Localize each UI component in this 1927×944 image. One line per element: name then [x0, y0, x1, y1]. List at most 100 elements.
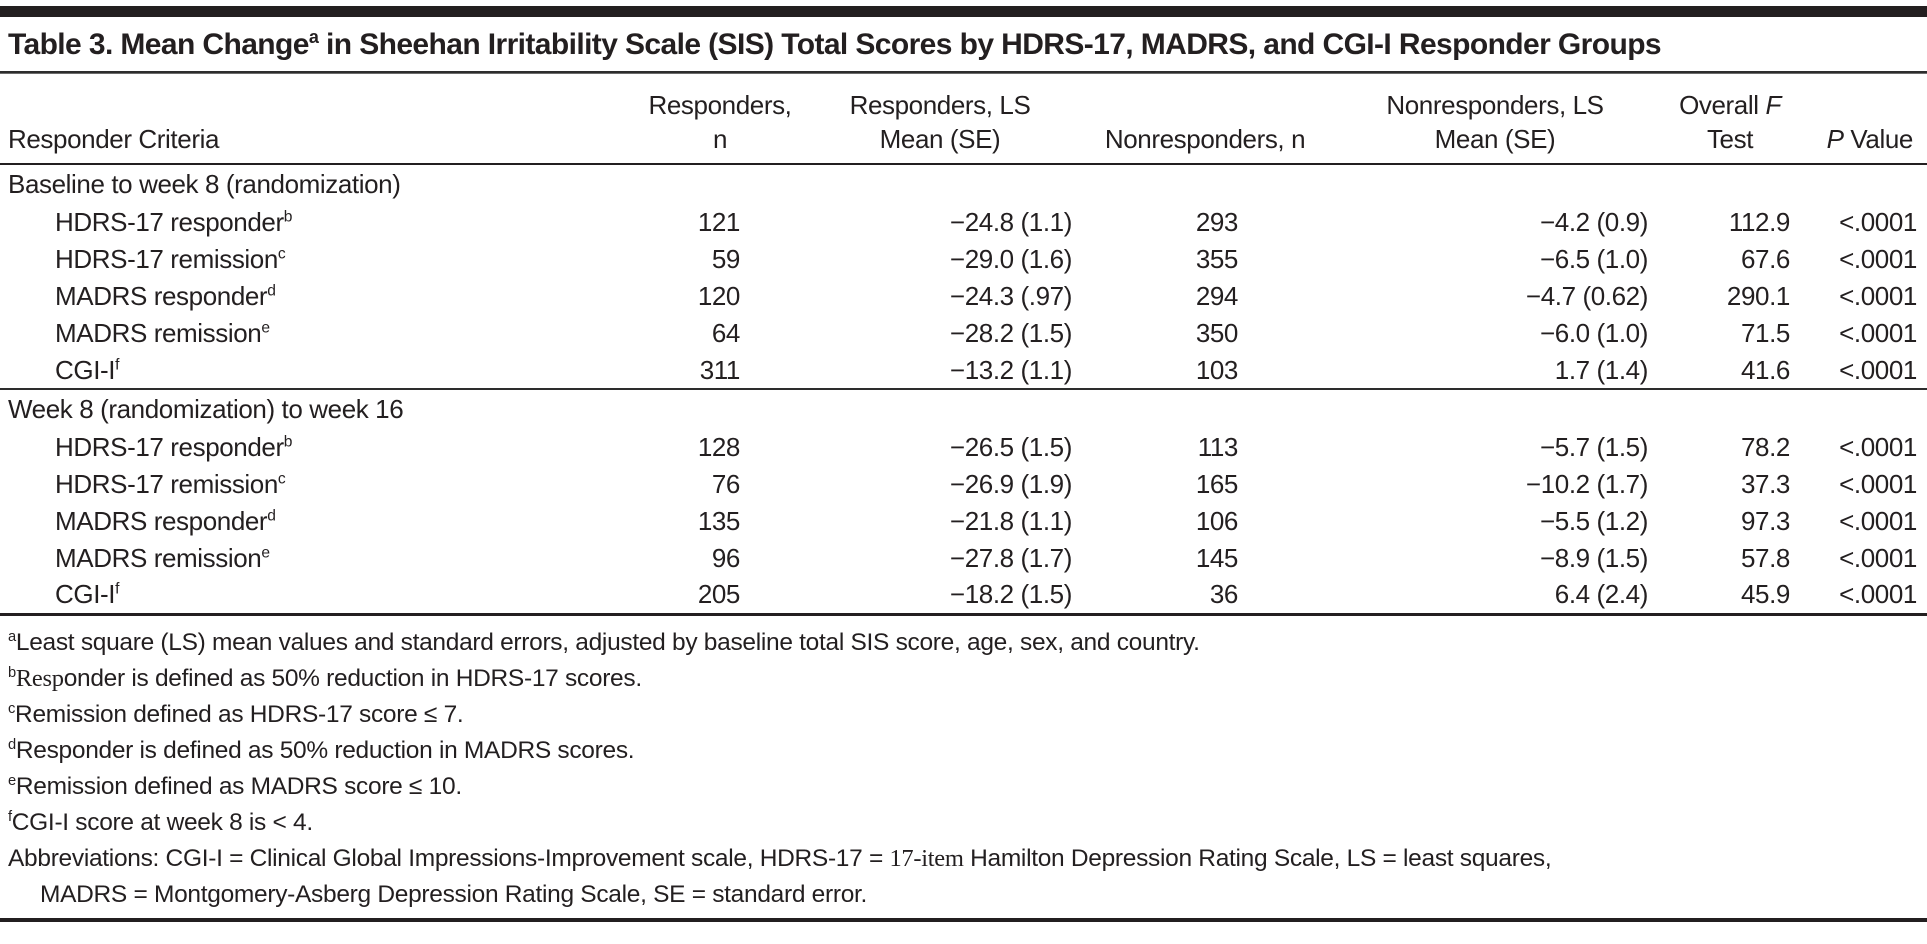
p-value-cell: <.0001 — [1839, 318, 1917, 348]
table-row: HDRS-17 responderb 121 −24.8 (1.1) 293 −4.2 … — [0, 204, 1927, 241]
table-row: MADRS remissione 64 −28.2 (1.5) 350 −6.0 (1.… — [0, 315, 1927, 352]
nonresponders-ls-mean-cell: −6.0 (1.0) — [1539, 318, 1648, 348]
section-label: Week 8 (randomization) to week 16 — [0, 388, 1927, 429]
table-title-text-cont: in Sheehan Irritability Scale (SIS) Tota… — [318, 28, 1662, 61]
criteria-cell: CGI-If — [0, 352, 640, 389]
footnotes: aLeast square (LS) mean values and stand… — [0, 616, 1927, 913]
f-test-cell: 290.1 — [1726, 281, 1790, 311]
criteria-cell: HDRS-17 remissionc — [0, 241, 640, 278]
header-line: Mean (SE) — [1434, 124, 1556, 154]
criteria-cell: MADRS responderd — [0, 278, 640, 315]
table-title-text: Table 3. Mean Change — [8, 28, 309, 61]
footnote-list: aLeast square (LS) mean values and stand… — [8, 625, 1919, 841]
responders-ls-mean-cell: −26.5 (1.5) — [949, 432, 1072, 462]
responders-ls-mean-cell: −21.8 (1.1) — [949, 506, 1072, 536]
footnote-marker: b — [283, 208, 293, 226]
criteria-cell: HDRS-17 responderb — [0, 204, 640, 241]
nonresponders-ls-mean-cell: 1.7 (1.4) — [1554, 354, 1649, 385]
footnote-marker: f — [8, 808, 12, 825]
footnote-marker: d — [267, 507, 276, 525]
table-row: MADRS responderd 135 −21.8 (1.1) 106 −5.5 (1… — [0, 503, 1927, 540]
p-value-cell: <.0001 — [1839, 354, 1917, 385]
responders-ls-mean-cell: −27.8 (1.7) — [949, 543, 1072, 573]
footnote-marker: d — [8, 736, 16, 753]
col-header-nonresponders-ls-mean: Nonresponders, LS Mean (SE) — [1330, 74, 1660, 165]
footnote: aLeast square (LS) mean values and stand… — [8, 628, 1200, 656]
responders-ls-mean-cell: −24.8 (1.1) — [949, 207, 1072, 237]
p-value-cell: <.0001 — [1839, 469, 1917, 499]
criteria-cell: HDRS-17 remissionc — [0, 466, 640, 503]
f-test-cell: 41.6 — [1740, 354, 1790, 385]
footnote-marker: f — [115, 355, 120, 373]
title-footnote-marker: a — [308, 27, 319, 47]
criteria-label: MADRS responder — [55, 506, 268, 536]
nonresponders-n-cell: 36 — [1209, 579, 1239, 610]
responders-n-cell: 96 — [711, 543, 741, 573]
col-header-responder-criteria: Responder Criteria — [0, 74, 640, 165]
criteria-label: HDRS-17 remission — [55, 244, 278, 274]
table-3-figure: Table 3. Mean Changea in Sheehan Irritab… — [0, 6, 1927, 922]
responders-n-cell: 76 — [711, 469, 741, 499]
header-line: Nonresponders, LS — [1386, 90, 1604, 120]
footnote-marker: d — [267, 282, 276, 300]
responders-ls-mean-cell: −24.3 (.97) — [949, 281, 1072, 311]
responders-n-cell: 128 — [697, 432, 741, 462]
criteria-cell: MADRS responderd — [0, 503, 640, 540]
responders-n-cell: 205 — [697, 579, 741, 610]
responders-ls-mean-cell: −18.2 (1.5) — [949, 579, 1072, 610]
footnote-marker: c — [277, 470, 286, 488]
nonresponders-ls-mean-cell: −10.2 (1.7) — [1525, 469, 1648, 499]
section-header-row: Week 8 (randomization) to week 16 — [0, 388, 1927, 429]
table-row: CGI-If 311 −13.2 (1.1) 103 1.7 (1.4) 41.6 <.00… — [0, 352, 1927, 389]
header-line: Test — [1706, 124, 1754, 154]
nonresponders-n-cell: 103 — [1195, 354, 1239, 385]
footnote-marker: b — [283, 433, 293, 451]
table-title: Table 3. Mean Changea in Sheehan Irritab… — [0, 17, 1927, 71]
footnote-marker: b — [8, 664, 16, 681]
nonresponders-n-cell: 355 — [1195, 244, 1239, 274]
criteria-cell: HDRS-17 responderb — [0, 429, 640, 466]
footnote: fCGI-I score at week 8 is < 4. — [8, 808, 313, 836]
p-value-cell: <.0001 — [1839, 244, 1917, 274]
section-header-row: Baseline to week 8 (randomization) — [0, 164, 1927, 204]
col-header-responders-ls-mean: Responders, LS Mean (SE) — [800, 74, 1080, 165]
responder-groups-table: Responder Criteria Responders, n Respond… — [0, 74, 1927, 616]
f-test-cell: 97.3 — [1740, 506, 1790, 536]
criteria-label: MADRS remission — [55, 543, 262, 573]
responders-n-cell: 121 — [697, 207, 741, 237]
p-value-cell: <.0001 — [1839, 506, 1917, 536]
responders-n-cell: 135 — [697, 506, 741, 536]
header-line: Overall F — [1679, 90, 1781, 120]
table-row: MADRS remissione 96 −27.8 (1.7) 145 −8.9 (1.… — [0, 540, 1927, 577]
responders-n-cell: 120 — [697, 281, 741, 311]
nonresponders-n-cell: 145 — [1195, 543, 1239, 573]
criteria-label: MADRS responder — [55, 281, 268, 311]
f-test-cell: 67.6 — [1740, 244, 1790, 274]
footnote-marker: a — [8, 628, 16, 645]
criteria-label: MADRS remission — [55, 318, 262, 348]
p-value-cell: <.0001 — [1839, 543, 1917, 573]
p-value-cell: <.0001 — [1839, 579, 1917, 610]
criteria-label: CGI-I — [55, 354, 116, 385]
criteria-cell: MADRS remissione — [0, 315, 640, 352]
nonresponders-ls-mean-cell: −5.7 (1.5) — [1539, 432, 1648, 462]
footnote-marker: e — [8, 772, 16, 789]
responders-ls-mean-cell: −29.0 (1.6) — [949, 244, 1072, 274]
nonresponders-n-cell: 350 — [1195, 318, 1239, 348]
table-header: Responder Criteria Responders, n Respond… — [0, 74, 1927, 165]
responders-n-cell: 311 — [699, 354, 741, 385]
col-header-responders-n: Responders, n — [640, 74, 800, 165]
abbreviations-line-2: MADRS = Montgomery-Asberg Depression Rat… — [40, 880, 868, 908]
nonresponders-ls-mean-cell: 6.4 (2.4) — [1554, 579, 1649, 610]
footnote-marker: f — [115, 580, 120, 598]
criteria-label: HDRS-17 responder — [55, 432, 284, 462]
f-test-cell: 57.8 — [1740, 543, 1790, 573]
footnote: eRemission defined as MADRS score ≤ 10. — [8, 772, 462, 800]
responders-n-cell: 59 — [711, 244, 741, 274]
footnote-marker: c — [8, 700, 16, 717]
header-line: Mean (SE) — [879, 124, 1001, 154]
table-bottom-rule — [0, 917, 1927, 922]
abbreviations-line-1: Abbreviations: CGI-I = Clinical Global I… — [8, 844, 1552, 872]
table-row: CGI-If 205 −18.2 (1.5) 36 6.4 (2.4) 45.9 <.000… — [0, 577, 1927, 614]
f-test-cell: 71.5 — [1740, 318, 1790, 348]
